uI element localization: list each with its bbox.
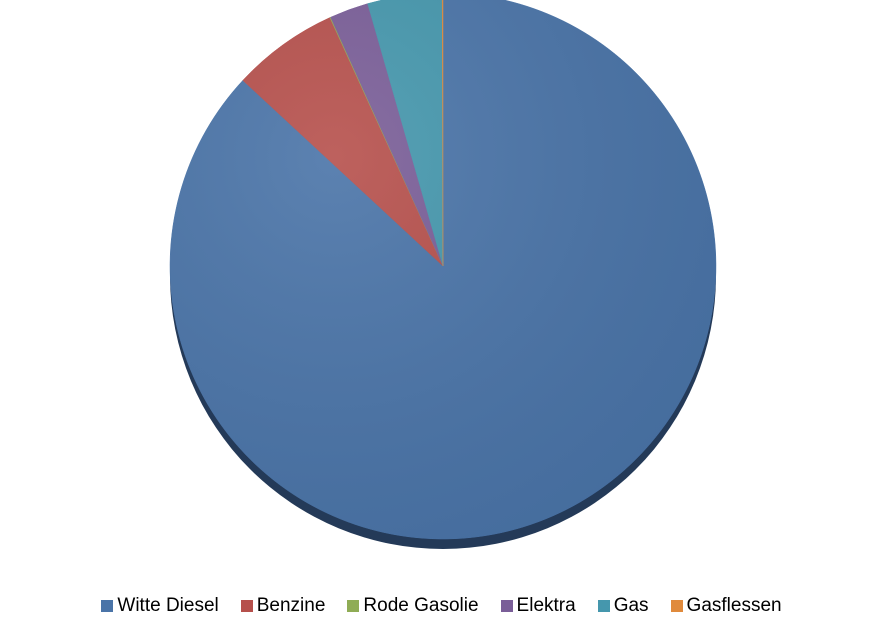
legend-label: Witte Diesel <box>117 595 219 616</box>
legend-item-benzine: Benzine <box>240 595 326 617</box>
legend-item-elektra: Elektra <box>500 595 576 617</box>
legend-label: Rode Gasolie <box>363 595 479 616</box>
legend-swatch <box>240 600 253 612</box>
legend-swatch <box>347 600 360 612</box>
legend-swatch <box>597 600 610 612</box>
legend-swatch <box>670 600 683 612</box>
legend-item-witte-diesel: Witte Diesel <box>101 595 219 617</box>
legend-item-gasflessen: Gasflessen <box>670 595 782 617</box>
legend-item-rode-gasolie: Rode Gasolie <box>347 595 479 617</box>
legend-swatch <box>101 600 114 612</box>
legend-swatch <box>500 600 513 612</box>
legend: Witte Diesel Benzine Rode Gasolie Elektra Ga… <box>0 594 883 618</box>
legend-label: Gasflessen <box>686 595 782 616</box>
legend-label: Elektra <box>516 595 576 616</box>
legend-item-gas: Gas <box>597 595 649 617</box>
legend-label: Benzine <box>256 595 326 616</box>
legend-label: Gas <box>613 595 649 616</box>
pie-chart-plot <box>169 0 717 549</box>
